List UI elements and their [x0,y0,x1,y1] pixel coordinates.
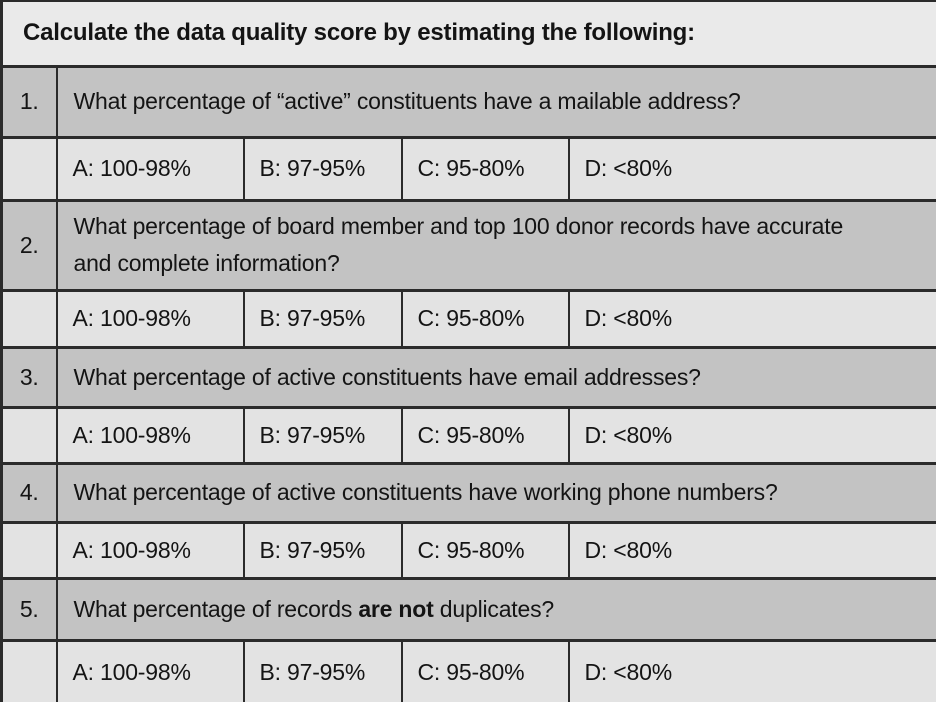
question-5-option-b: B: 97-95% [242,638,403,702]
question-5-option-c: C: 95-80% [400,638,570,702]
question-5-option-d: D: <80% [567,638,936,702]
question-3-option-c: C: 95-80% [400,405,570,464]
question-2-option-d: D: <80% [567,288,936,348]
table-header-title: Calculate the data quality score by esti… [0,0,936,67]
question-2-option-a: A: 100-98% [55,288,245,348]
question-5-text-pre: What percentage of records [73,595,359,622]
answer-row-4-number-cell [0,520,58,579]
question-4-option-b: B: 97-95% [242,520,403,579]
question-5-text-bold: are not [358,595,434,622]
answer-row-1-number-cell [0,135,58,201]
question-5-option-a: A: 100-98% [55,638,245,702]
answer-row-5-number-cell [0,638,58,702]
question-4-number: 4. [0,461,58,523]
question-2-number: 2. [0,198,58,291]
question-5-number: 5. [0,576,58,641]
question-1-number: 1. [0,64,58,138]
question-3-option-b: B: 97-95% [242,405,403,464]
question-2-option-b: B: 97-95% [242,288,403,348]
question-1-text: What percentage of “active” constituents… [55,64,936,138]
question-4-text: What percentage of active constituents h… [55,461,936,523]
question-3-text: What percentage of active constituents h… [55,345,936,408]
question-4-option-a: A: 100-98% [55,520,245,579]
question-2-option-c: C: 95-80% [400,288,570,348]
question-1-option-d: D: <80% [567,135,936,201]
question-3-number: 3. [0,345,58,408]
question-4-option-c: C: 95-80% [400,520,570,579]
question-3-option-a: A: 100-98% [55,405,245,464]
question-5-text: What percentage of records are not dupli… [55,576,936,641]
question-4-option-d: D: <80% [567,520,936,579]
question-2-text: What percentage of board member and top … [55,198,936,291]
question-1-option-a: A: 100-98% [55,135,245,201]
question-5-text-post: duplicates? [433,595,554,622]
question-3-option-d: D: <80% [567,405,936,464]
answer-row-2-number-cell [0,288,58,348]
answer-row-3-number-cell [0,405,58,464]
question-1-option-c: C: 95-80% [400,135,570,201]
question-1-option-b: B: 97-95% [242,135,403,201]
